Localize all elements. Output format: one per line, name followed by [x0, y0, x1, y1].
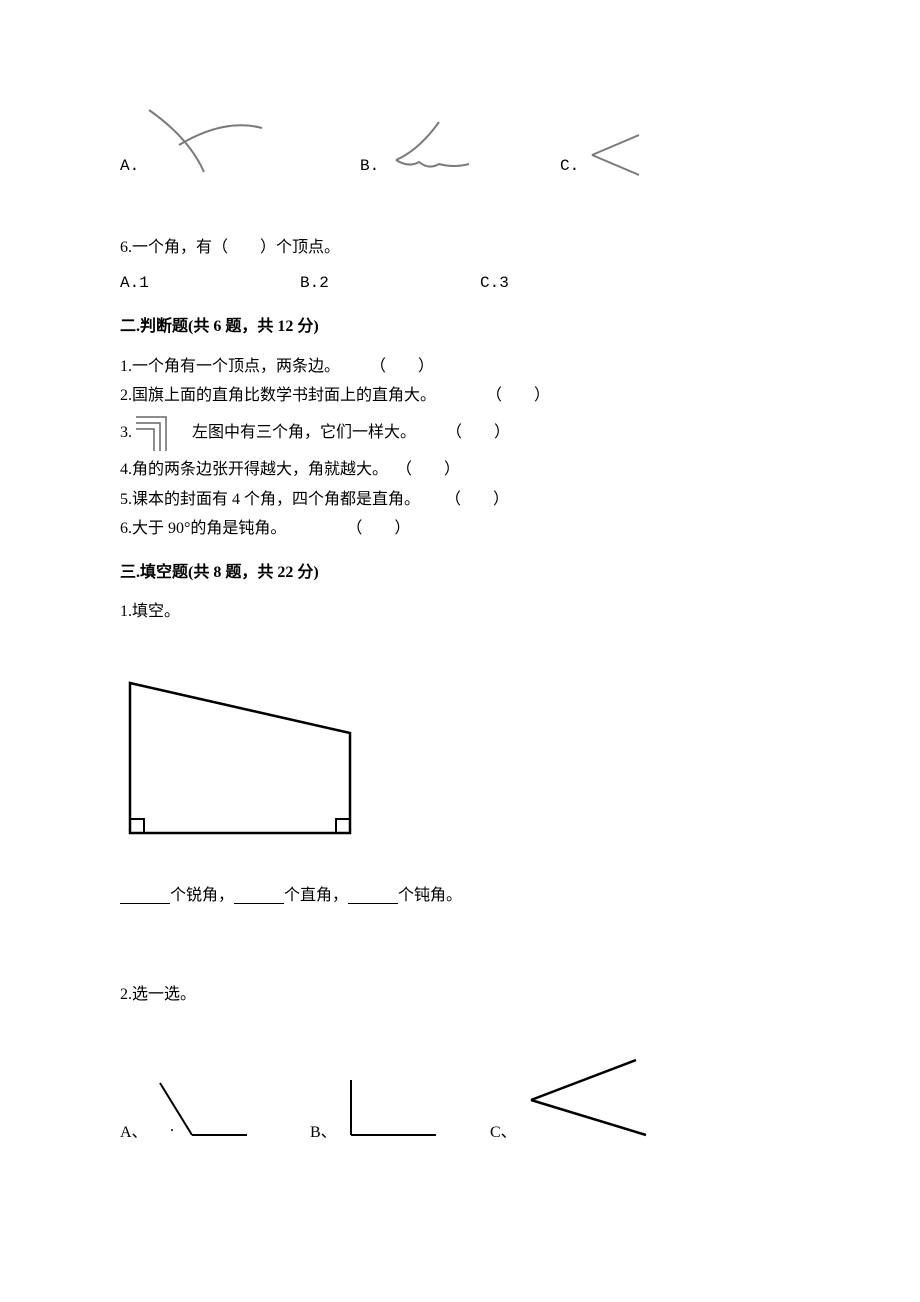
q6-options: A.1 B.2 C.3: [120, 271, 800, 297]
s3q1-part3: 个钝角。: [398, 883, 462, 909]
q5-b-label: B.: [360, 154, 379, 180]
s3q2-a-label: A、: [120, 1120, 148, 1146]
s3q2-b-label: B、: [310, 1120, 337, 1146]
s3-q2-label: 2.选一选。: [120, 982, 800, 1008]
judge-item-2: 2.国旗上面的直角比数学书封面上的直角大。 （ ）: [120, 383, 800, 409]
q6-c: C.3: [480, 271, 509, 297]
q5-option-row: A. B. C.: [120, 100, 800, 180]
judge-item-5: 5.课本的封面有 4 个角，四个角都是直角。 （ ）: [120, 487, 800, 513]
judge2-text: 2.国旗上面的直角比数学书封面上的直角大。: [120, 383, 436, 409]
blank-obtuse[interactable]: [348, 888, 398, 904]
q6-question: 6.一个角，有（ ）个顶点。: [120, 235, 340, 261]
q5-option-a: A.: [120, 100, 360, 180]
s3q1-part2: 个直角，: [284, 883, 348, 909]
judge3-prefix: 3.: [120, 420, 132, 446]
s3q2-a: A、: [120, 1075, 310, 1145]
s3q2-c-figure: [521, 1055, 651, 1145]
section3-heading: 三.填空题(共 8 题，共 22 分): [120, 560, 800, 586]
section2-heading: 二.判断题(共 6 题，共 12 分): [120, 314, 800, 340]
blank-acute[interactable]: [120, 888, 170, 904]
judge4-paren: （ ）: [396, 457, 460, 483]
judge6-text: 6.大于 90°的角是钝角。: [120, 516, 286, 542]
s3-q2-text: 2.选一选。: [120, 982, 196, 1008]
q5-a-figure: [144, 100, 264, 180]
q6-a: A.1: [120, 271, 300, 297]
judge-item-6: 6.大于 90°的角是钝角。 （ ）: [120, 516, 800, 542]
blank-right[interactable]: [234, 888, 284, 904]
s3q2-b-figure: [341, 1075, 441, 1145]
q5-a-label: A.: [120, 154, 139, 180]
judge5-text: 5.课本的封面有 4 个角，四个角都是直角。: [120, 487, 420, 513]
s3q1-part1: 个锐角，: [170, 883, 234, 909]
judge1-text: 1.一个角有一个顶点，两条边。: [120, 354, 340, 380]
q5-option-b: B.: [360, 120, 560, 180]
judge-item-4: 4.角的两条边张开得越大，角就越大。 （ ）: [120, 457, 800, 483]
judge6-paren: （ ）: [346, 516, 410, 542]
judge3-paren: （ ）: [446, 420, 510, 446]
s3q2-a-figure: [152, 1075, 252, 1145]
s3q2-b: B、: [310, 1075, 490, 1145]
s3-q1-label: 1.填空。: [120, 599, 800, 625]
q5-option-c: C.: [560, 130, 644, 180]
s3-q2-options: A、 B、 C、: [120, 1055, 800, 1145]
s3q2-c-label: C、: [490, 1120, 517, 1146]
judge3-figure: [132, 413, 184, 453]
judge-item-3: 3. 左图中有三个角，它们一样大。 （ ）: [120, 413, 800, 453]
q5-b-figure: [384, 120, 474, 180]
judge3-suffix: 左图中有三个角，它们一样大。: [192, 420, 416, 446]
judge5-paren: （ ）: [445, 487, 509, 513]
s3-q1-sentence: 个锐角， 个直角， 个钝角。: [120, 883, 800, 909]
s3q2-c: C、: [490, 1055, 651, 1145]
s3-q1-figure: [120, 673, 800, 843]
judge4-text: 4.角的两条边张开得越大，角就越大。: [120, 457, 388, 483]
judge-item-1: 1.一个角有一个顶点，两条边。 （ ）: [120, 354, 800, 380]
q6-text: 6.一个角，有（ ）个顶点。: [120, 235, 800, 261]
judge2-paren: （ ）: [486, 383, 550, 409]
judge1-paren: （ ）: [370, 354, 434, 380]
s3-q1-text: 1.填空。: [120, 599, 180, 625]
q5-c-label: C.: [560, 154, 579, 180]
q6-b: B.2: [300, 271, 480, 297]
q5-c-figure: [584, 130, 644, 180]
